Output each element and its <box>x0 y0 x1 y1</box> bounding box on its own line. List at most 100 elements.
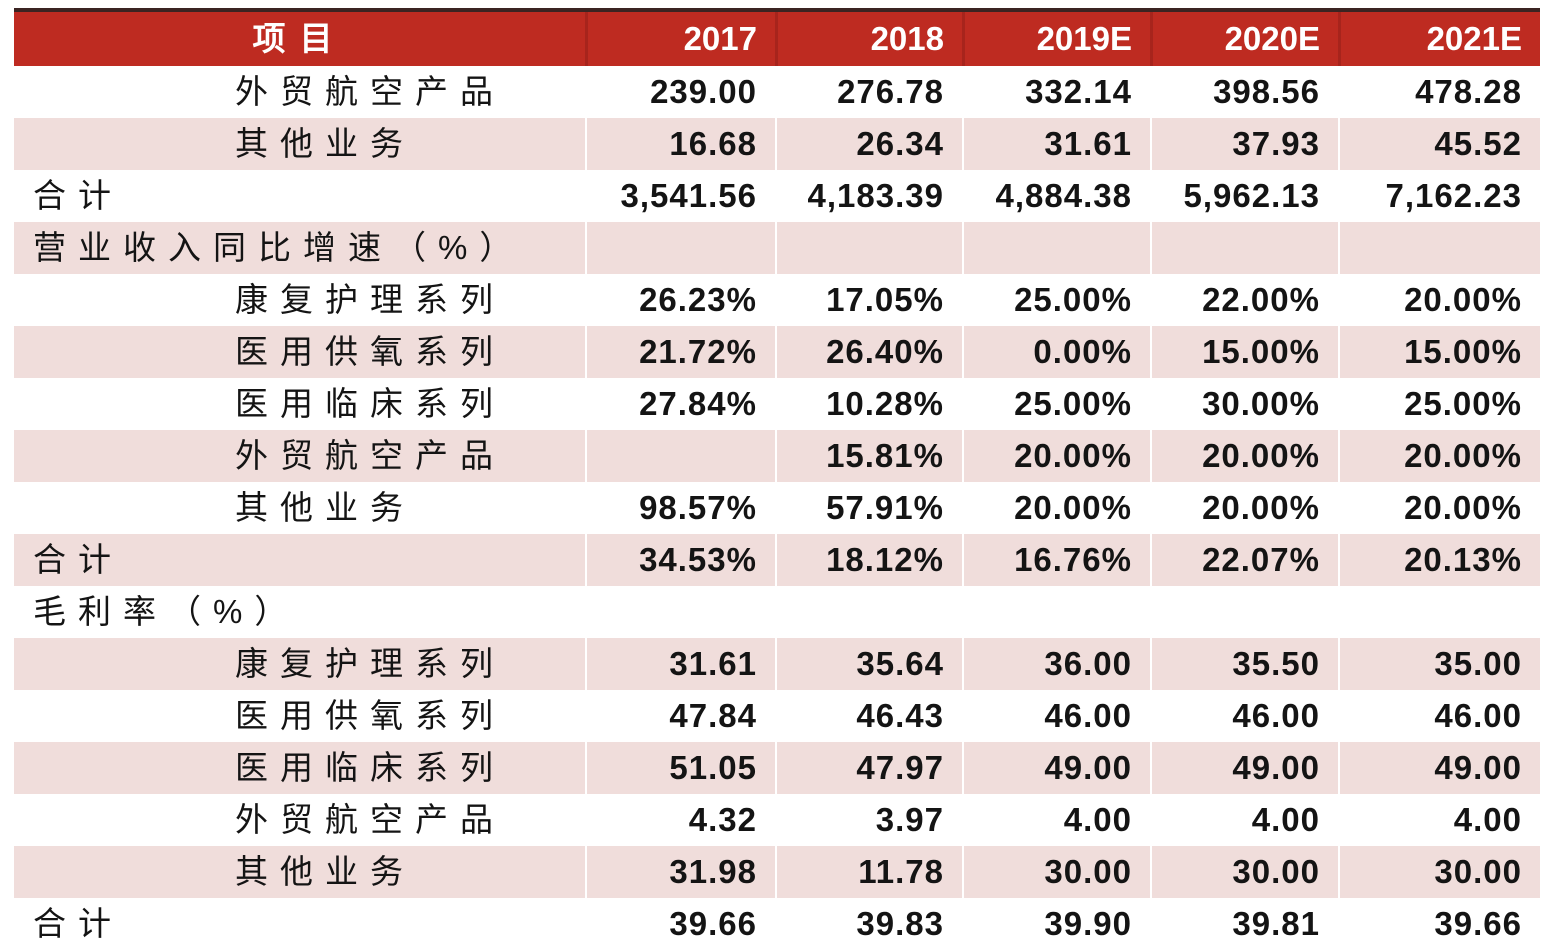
header-item-column: 项目 <box>252 20 347 57</box>
value-cell: 20.00% <box>1150 430 1338 482</box>
table-row: 康复护理系列 31.61 35.64 36.00 35.50 35.00 <box>14 638 1540 690</box>
value-cell: 15.81% <box>775 430 962 482</box>
value-cell <box>585 222 775 274</box>
value-cell: 4.32 <box>585 794 775 846</box>
value-cell: 4.00 <box>1338 794 1540 846</box>
section-title: 营业收入同比增速（%） <box>33 229 525 266</box>
value-cell <box>962 586 1150 638</box>
table-body: 外贸航空产品 239.00 276.78 332.14 398.56 478.2… <box>14 66 1540 946</box>
value-cell: 4,183.39 <box>775 170 962 222</box>
value-cell: 25.00% <box>1338 378 1540 430</box>
value-cell: 22.07% <box>1150 534 1338 586</box>
value-cell <box>585 586 775 638</box>
value-cell: 57.91% <box>775 482 962 534</box>
value-cell <box>775 586 962 638</box>
value-cell: 239.00 <box>585 66 775 118</box>
value-cell: 35.64 <box>775 638 962 690</box>
header-year-2018: 2018 <box>775 12 962 66</box>
value-cell: 478.28 <box>1338 66 1540 118</box>
table-row: 外贸航空产品 4.32 3.97 4.00 4.00 4.00 <box>14 794 1540 846</box>
value-cell: 30.00 <box>1150 846 1338 898</box>
value-cell: 17.05% <box>775 274 962 326</box>
row-label: 合计 <box>33 905 123 942</box>
table-row: 其他业务 31.98 11.78 30.00 30.00 30.00 <box>14 846 1540 898</box>
table-section-row: 营业收入同比增速（%） <box>14 222 1540 274</box>
value-cell: 26.40% <box>775 326 962 378</box>
value-cell: 37.93 <box>1150 118 1338 170</box>
value-cell: 35.00 <box>1338 638 1540 690</box>
table-row: 外贸航空产品 239.00 276.78 332.14 398.56 478.2… <box>14 66 1540 118</box>
value-cell: 39.66 <box>1338 898 1540 946</box>
value-cell <box>585 430 775 482</box>
financial-forecast-table: 项目 2017 2018 2019E 2020E 2021E 外贸航空产品 23… <box>14 8 1540 946</box>
section-title: 毛利率（%） <box>33 593 300 630</box>
value-cell: 51.05 <box>585 742 775 794</box>
value-cell: 20.00% <box>1338 482 1540 534</box>
table-row: 其他业务 98.57% 57.91% 20.00% 20.00% 20.00% <box>14 482 1540 534</box>
value-cell: 47.84 <box>585 690 775 742</box>
value-cell: 98.57% <box>585 482 775 534</box>
value-cell: 20.00% <box>962 430 1150 482</box>
value-cell: 4.00 <box>962 794 1150 846</box>
row-label: 其他业务 <box>235 853 415 890</box>
table-row: 康复护理系列 26.23% 17.05% 25.00% 22.00% 20.00… <box>14 274 1540 326</box>
value-cell: 5,962.13 <box>1150 170 1338 222</box>
header-year-2021e: 2021E <box>1338 12 1540 66</box>
table-row: 外贸航空产品 15.81% 20.00% 20.00% 20.00% <box>14 430 1540 482</box>
value-cell: 7,162.23 <box>1338 170 1540 222</box>
value-cell: 3,541.56 <box>585 170 775 222</box>
value-cell: 49.00 <box>1338 742 1540 794</box>
table-section-row: 毛利率（%） <box>14 586 1540 638</box>
row-label: 合计 <box>33 541 123 578</box>
row-label: 外贸航空产品 <box>235 801 505 838</box>
row-label: 医用临床系列 <box>235 385 505 422</box>
value-cell: 30.00 <box>1338 846 1540 898</box>
value-cell: 49.00 <box>962 742 1150 794</box>
value-cell: 16.68 <box>585 118 775 170</box>
row-label: 医用供氧系列 <box>235 333 505 370</box>
value-cell: 25.00% <box>962 274 1150 326</box>
value-cell: 30.00% <box>1150 378 1338 430</box>
value-cell: 47.97 <box>775 742 962 794</box>
header-year-2020e: 2020E <box>1150 12 1338 66</box>
table-row: 医用供氧系列 21.72% 26.40% 0.00% 15.00% 15.00% <box>14 326 1540 378</box>
value-cell: 31.61 <box>585 638 775 690</box>
table-row-total: 合计 34.53% 18.12% 16.76% 22.07% 20.13% <box>14 534 1540 586</box>
value-cell: 36.00 <box>962 638 1150 690</box>
value-cell: 11.78 <box>775 846 962 898</box>
value-cell: 276.78 <box>775 66 962 118</box>
value-cell: 46.00 <box>1150 690 1338 742</box>
value-cell <box>1338 222 1540 274</box>
value-cell: 25.00% <box>962 378 1150 430</box>
row-label: 康复护理系列 <box>235 281 505 318</box>
value-cell: 21.72% <box>585 326 775 378</box>
value-cell: 0.00% <box>962 326 1150 378</box>
value-cell: 10.28% <box>775 378 962 430</box>
value-cell: 39.81 <box>1150 898 1338 946</box>
value-cell <box>775 222 962 274</box>
value-cell: 46.43 <box>775 690 962 742</box>
row-label: 外贸航空产品 <box>235 437 505 474</box>
value-cell: 49.00 <box>1150 742 1338 794</box>
value-cell: 46.00 <box>1338 690 1540 742</box>
value-cell: 31.61 <box>962 118 1150 170</box>
table-row: 医用供氧系列 47.84 46.43 46.00 46.00 46.00 <box>14 690 1540 742</box>
value-cell <box>1150 222 1338 274</box>
row-label: 其他业务 <box>235 125 415 162</box>
value-cell: 398.56 <box>1150 66 1338 118</box>
value-cell: 46.00 <box>962 690 1150 742</box>
value-cell <box>1150 586 1338 638</box>
value-cell: 26.23% <box>585 274 775 326</box>
value-cell: 22.00% <box>1150 274 1338 326</box>
table-row-total: 合计 39.66 39.83 39.90 39.81 39.66 <box>14 898 1540 946</box>
value-cell: 4.00 <box>1150 794 1338 846</box>
value-cell: 45.52 <box>1338 118 1540 170</box>
value-cell: 20.00% <box>962 482 1150 534</box>
value-cell: 4,884.38 <box>962 170 1150 222</box>
row-label: 其他业务 <box>235 489 415 526</box>
value-cell: 30.00 <box>962 846 1150 898</box>
value-cell: 39.90 <box>962 898 1150 946</box>
value-cell: 3.97 <box>775 794 962 846</box>
value-cell: 20.00% <box>1338 430 1540 482</box>
value-cell: 39.66 <box>585 898 775 946</box>
